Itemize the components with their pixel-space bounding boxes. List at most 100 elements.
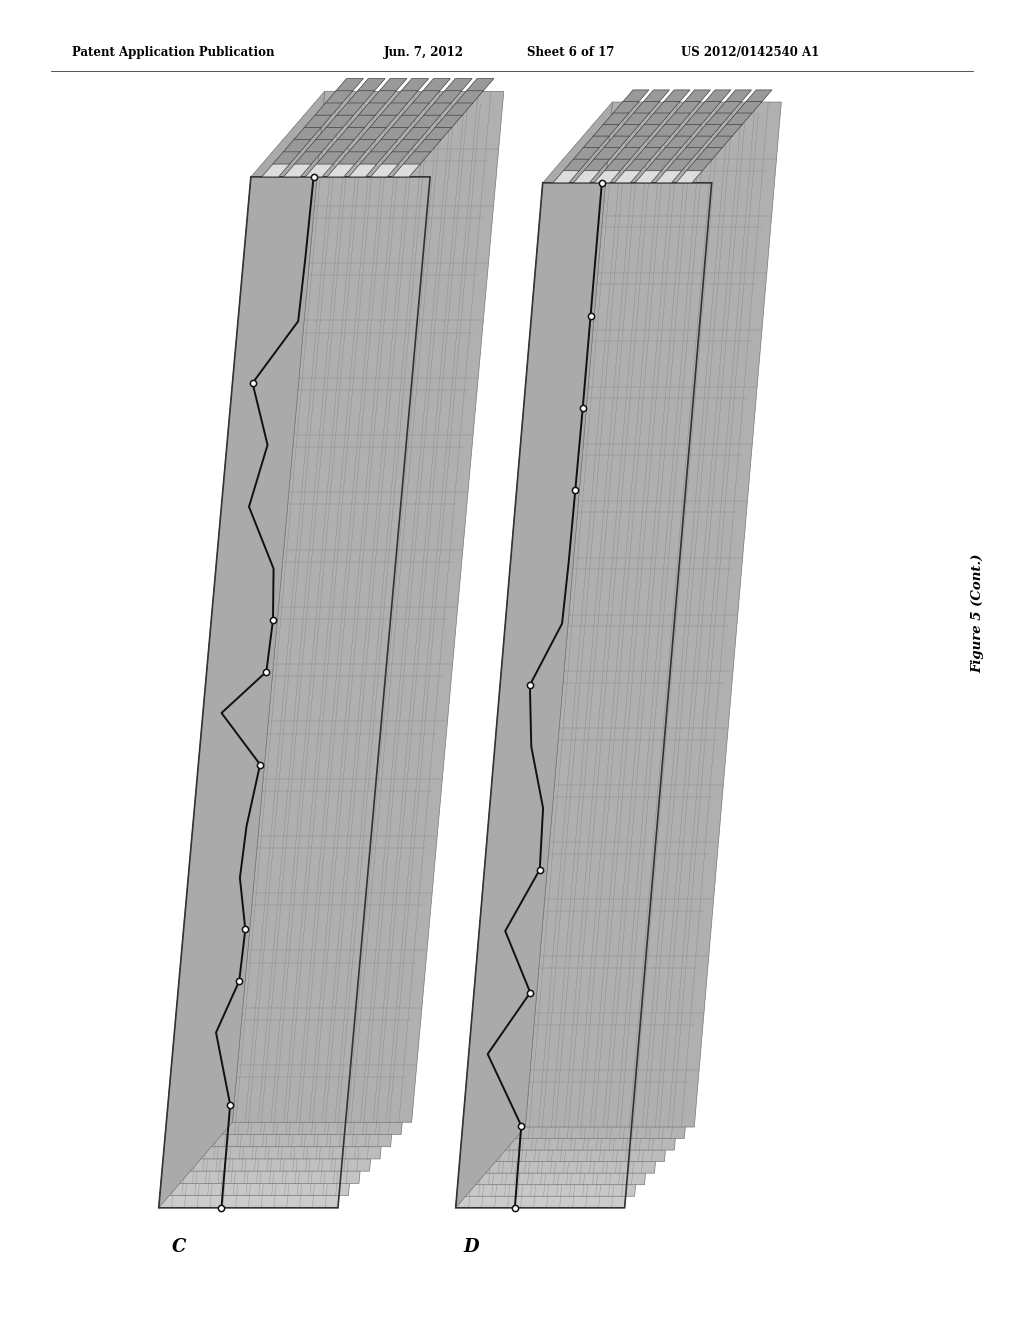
Polygon shape (624, 114, 649, 125)
Polygon shape (654, 124, 681, 137)
Polygon shape (594, 170, 621, 183)
Polygon shape (327, 164, 355, 177)
Polygon shape (603, 136, 630, 148)
Polygon shape (623, 90, 649, 102)
Polygon shape (634, 124, 660, 137)
Polygon shape (553, 170, 580, 183)
Polygon shape (604, 160, 630, 172)
Polygon shape (612, 102, 639, 114)
Polygon shape (515, 114, 771, 1139)
Polygon shape (676, 170, 702, 183)
Polygon shape (347, 115, 375, 128)
Polygon shape (401, 103, 429, 116)
Polygon shape (412, 91, 440, 103)
Polygon shape (232, 91, 504, 1122)
Polygon shape (159, 91, 325, 1208)
Polygon shape (359, 152, 387, 165)
Polygon shape (327, 140, 354, 152)
Polygon shape (348, 140, 376, 152)
Polygon shape (572, 148, 599, 160)
Polygon shape (424, 128, 452, 140)
Polygon shape (685, 136, 712, 148)
Polygon shape (159, 177, 430, 1208)
Polygon shape (676, 148, 701, 160)
Polygon shape (390, 91, 418, 103)
Polygon shape (666, 160, 692, 172)
Polygon shape (583, 136, 609, 148)
Polygon shape (685, 114, 711, 125)
Polygon shape (625, 160, 651, 172)
Polygon shape (379, 78, 407, 91)
Polygon shape (675, 124, 701, 137)
Polygon shape (369, 91, 396, 103)
Polygon shape (496, 137, 752, 1162)
Polygon shape (304, 115, 332, 128)
Polygon shape (315, 128, 343, 140)
Text: Jun. 7, 2012: Jun. 7, 2012 (384, 46, 464, 59)
Polygon shape (624, 136, 650, 148)
Polygon shape (644, 114, 670, 125)
Polygon shape (466, 172, 722, 1196)
Polygon shape (357, 78, 385, 91)
Polygon shape (705, 90, 731, 102)
Polygon shape (391, 115, 419, 128)
Polygon shape (222, 103, 494, 1134)
Polygon shape (694, 102, 721, 114)
Polygon shape (380, 103, 408, 116)
Polygon shape (211, 116, 482, 1147)
Polygon shape (466, 78, 494, 91)
Polygon shape (315, 152, 344, 165)
Polygon shape (736, 102, 762, 114)
Polygon shape (358, 103, 386, 116)
Polygon shape (665, 136, 691, 148)
Polygon shape (456, 91, 483, 103)
Polygon shape (445, 103, 473, 116)
Polygon shape (293, 128, 322, 140)
Polygon shape (314, 103, 342, 116)
Polygon shape (686, 160, 713, 172)
Polygon shape (423, 103, 452, 116)
Polygon shape (444, 78, 472, 91)
Polygon shape (262, 164, 290, 177)
Polygon shape (283, 140, 310, 152)
Text: C: C (172, 1238, 186, 1257)
Polygon shape (613, 124, 640, 137)
Polygon shape (614, 170, 641, 183)
Polygon shape (716, 124, 742, 137)
Polygon shape (614, 148, 640, 160)
Polygon shape (347, 91, 375, 103)
Polygon shape (413, 115, 440, 128)
Polygon shape (563, 160, 589, 172)
Polygon shape (726, 114, 752, 125)
Polygon shape (434, 91, 462, 103)
Polygon shape (706, 136, 732, 148)
Polygon shape (272, 152, 300, 165)
Polygon shape (180, 152, 452, 1183)
Polygon shape (684, 90, 711, 102)
Polygon shape (400, 78, 429, 91)
Polygon shape (326, 115, 353, 128)
Polygon shape (643, 90, 670, 102)
Text: Patent Application Publication: Patent Application Publication (72, 46, 274, 59)
Polygon shape (593, 124, 620, 137)
Polygon shape (349, 164, 377, 177)
Polygon shape (370, 115, 397, 128)
Polygon shape (371, 164, 398, 177)
Polygon shape (456, 183, 712, 1208)
Polygon shape (380, 128, 409, 140)
Polygon shape (336, 78, 364, 91)
Polygon shape (655, 148, 681, 160)
Polygon shape (665, 114, 690, 125)
Polygon shape (358, 128, 386, 140)
Polygon shape (325, 91, 353, 103)
Polygon shape (201, 128, 472, 1159)
Text: Sheet 6 of 17: Sheet 6 of 17 (527, 46, 614, 59)
Polygon shape (584, 160, 609, 172)
Polygon shape (674, 102, 700, 114)
Polygon shape (644, 136, 671, 148)
Polygon shape (506, 125, 762, 1150)
Polygon shape (635, 170, 662, 183)
Text: US 2012/0142540 A1: US 2012/0142540 A1 (681, 46, 819, 59)
Polygon shape (391, 140, 420, 152)
Polygon shape (593, 148, 620, 160)
